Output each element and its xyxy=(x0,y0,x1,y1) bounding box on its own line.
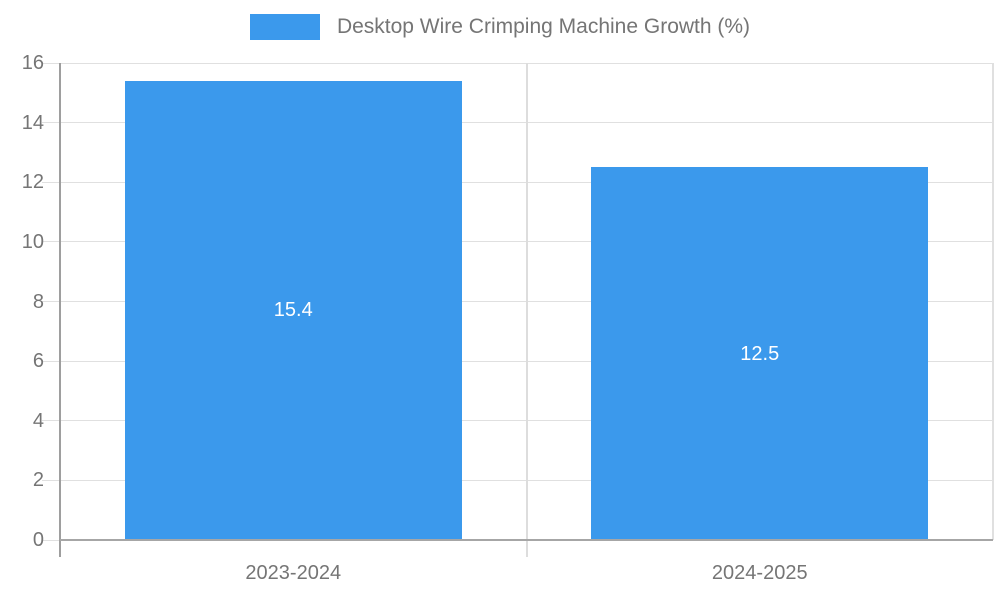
gridline xyxy=(42,360,993,362)
y-tick-label: 0 xyxy=(32,529,44,551)
bar-value-label: 12.5 xyxy=(740,342,780,365)
plot-right-border xyxy=(992,63,994,540)
y-tick-label: 10 xyxy=(21,230,44,253)
bar-value-label: 15.4 xyxy=(273,299,313,322)
y-axis-line xyxy=(59,63,61,557)
legend-swatch xyxy=(249,14,320,40)
gridline xyxy=(42,479,993,481)
x-category-label: 2024-2025 xyxy=(711,562,808,584)
gridline xyxy=(42,420,993,422)
gridline xyxy=(42,241,993,243)
legend-label: Desktop Wire Crimping Machine Growth (%) xyxy=(336,15,751,38)
bar-2024-2025 xyxy=(591,167,929,540)
y-tick-label: 6 xyxy=(32,350,44,373)
gridline xyxy=(42,301,993,302)
gridline xyxy=(42,181,993,183)
bar-2023-2024 xyxy=(124,80,462,540)
gridline-stub xyxy=(42,539,60,541)
gridline xyxy=(42,62,993,64)
y-tick-label: 8 xyxy=(32,290,44,313)
chart-legend: Desktop Wire Crimping Machine Growth (%) xyxy=(0,14,1000,40)
y-tick-label: 14 xyxy=(21,111,44,134)
y-tick-label: 2 xyxy=(32,469,44,492)
y-tick-label: 16 xyxy=(21,52,44,74)
y-tick-label: 12 xyxy=(21,171,44,194)
x-category-label: 2023-2024 xyxy=(245,562,342,584)
category-divider xyxy=(525,63,528,557)
x-axis-baseline xyxy=(60,539,993,541)
y-tick-label: 4 xyxy=(32,409,44,432)
gridline xyxy=(42,122,993,124)
